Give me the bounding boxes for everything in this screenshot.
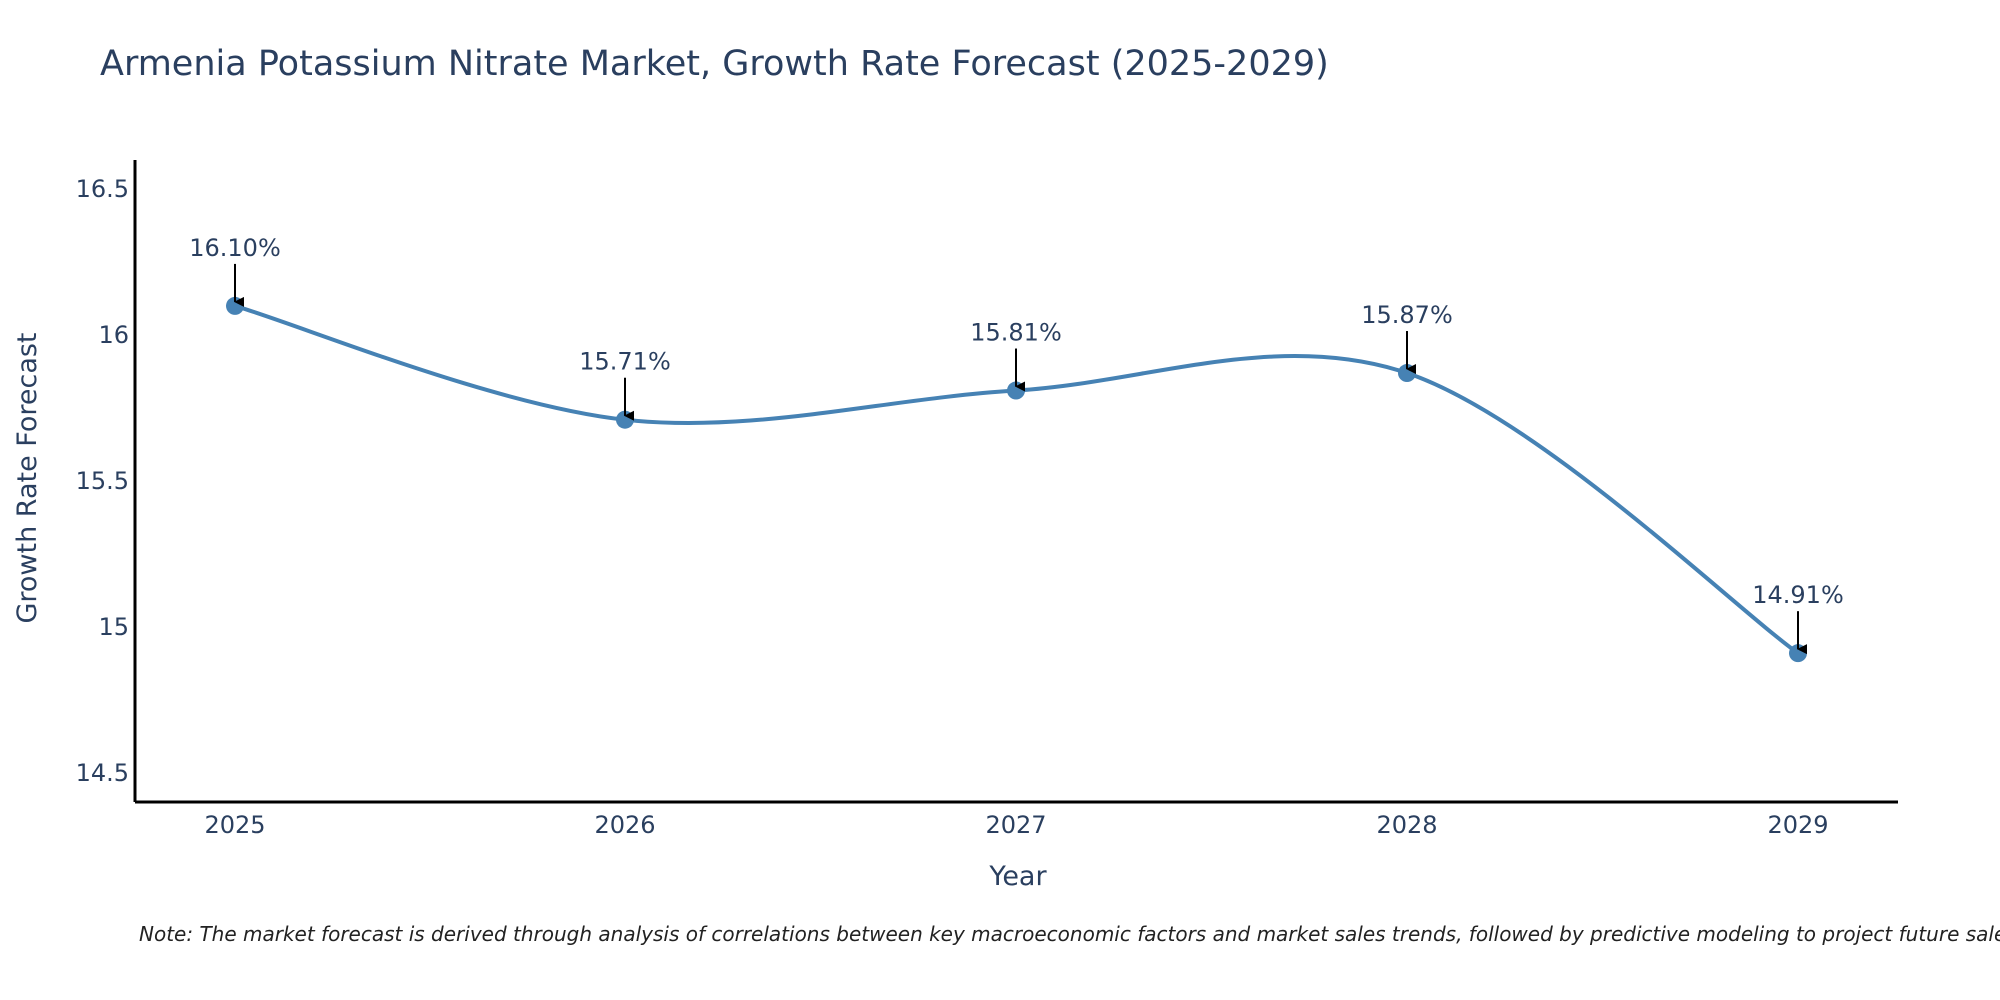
y-tick-label: 16.5 [76, 175, 129, 203]
x-tick-label: 2025 [204, 811, 265, 839]
y-tick-label: 15 [98, 613, 129, 641]
data-label: 15.87% [1361, 301, 1453, 329]
x-tick-label: 2026 [594, 811, 655, 839]
data-label: 14.91% [1752, 581, 1844, 609]
forecast-note: Note: The market forecast is derived thr… [139, 922, 2000, 946]
y-axis-label: Growth Rate Forecast [12, 332, 43, 623]
data-label: 15.81% [970, 319, 1062, 347]
y-tick-label: 14.5 [76, 759, 129, 787]
series-line [234, 303, 1800, 655]
y-tick-label: 15.5 [76, 467, 129, 495]
data-label: 15.71% [579, 348, 671, 376]
y-tick-label: 16 [98, 321, 129, 349]
x-tick-label: 2029 [1767, 811, 1828, 839]
x-axis-label: Year [988, 861, 1047, 892]
chart-title: Armenia Potassium Nitrate Market, Growth… [100, 44, 1329, 84]
x-tick-label: 2028 [1376, 811, 1437, 839]
data-label: 16.10% [189, 234, 281, 262]
x-tick-label: 2027 [985, 811, 1046, 839]
